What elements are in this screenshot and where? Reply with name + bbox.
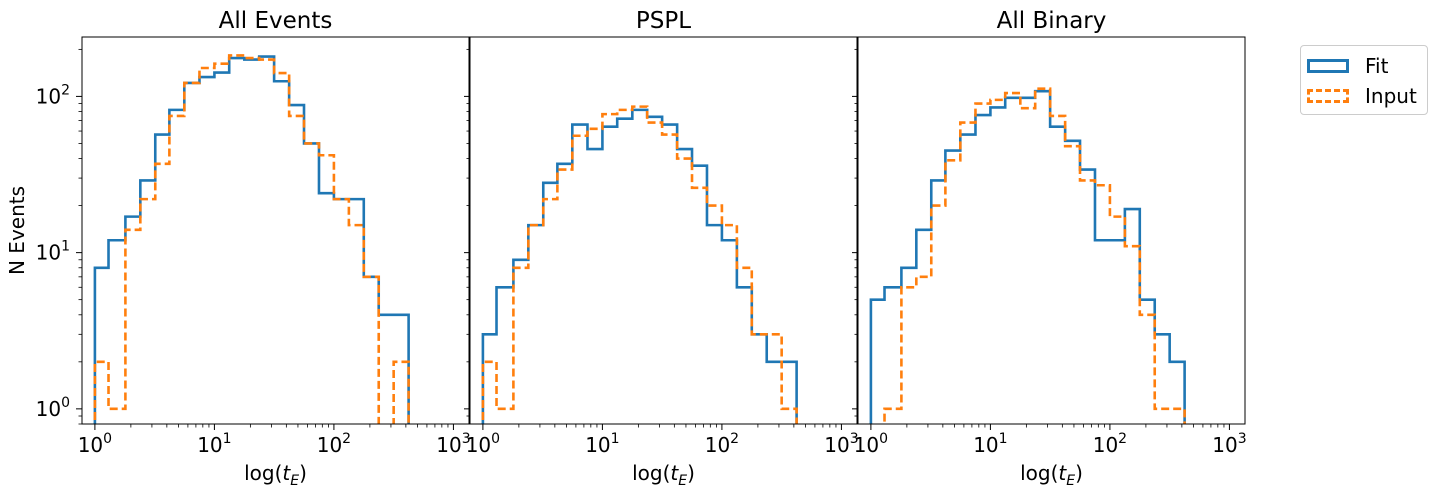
- x-axis-label-close: ): [687, 461, 695, 485]
- axes-frame: [857, 36, 1246, 425]
- series-input-step: [883, 87, 1186, 424]
- x-tick-label-exp: 3: [850, 431, 859, 447]
- x-tick-label-base: 10: [1093, 433, 1118, 457]
- x-axis-label-text: log(: [244, 461, 282, 485]
- x-tick-label-base: 10: [973, 433, 998, 457]
- panel-title: PSPL: [636, 8, 691, 34]
- x-axis-label-close: ): [299, 461, 307, 485]
- x-tick-label: 101: [973, 431, 1007, 457]
- x-tick-label-base: 10: [78, 433, 103, 457]
- panel-title: All Events: [219, 8, 333, 34]
- y-axis-label: N Events: [5, 186, 29, 275]
- x-axis-label-sub: E: [1066, 473, 1075, 489]
- x-tick-label-exp: 0: [103, 431, 112, 447]
- legend-entry-fit: Fit: [1307, 54, 1388, 78]
- x-tick-label-base: 10: [466, 433, 491, 457]
- x-tick-label-exp: 3: [1238, 431, 1247, 447]
- x-axis-label-sub: E: [290, 473, 299, 489]
- x-tick-label: 102: [317, 431, 351, 457]
- axes-frame: [469, 36, 858, 425]
- x-tick-label: 100: [78, 431, 112, 457]
- y-tick-label-base: 10: [36, 241, 61, 265]
- x-tick-label: 103: [824, 431, 858, 457]
- x-tick-label-exp: 2: [1118, 431, 1127, 447]
- x-tick-label: 102: [1093, 431, 1127, 457]
- legend: Fit Input: [1300, 45, 1428, 115]
- x-axis-label-var: t: [1058, 461, 1067, 485]
- x-axis-label-sub: E: [678, 473, 687, 489]
- x-tick-label: 102: [705, 431, 739, 457]
- x-axis-label-text: log(: [1020, 461, 1058, 485]
- x-tick-label-exp: 0: [879, 431, 888, 447]
- axes-frame: [81, 36, 470, 425]
- x-tick-label: 100: [466, 431, 500, 457]
- legend-swatch-input: [1307, 89, 1349, 103]
- y-tick-label-base: 10: [36, 397, 61, 421]
- x-axis-label: log(tE): [1020, 461, 1083, 489]
- x-tick-label-exp: 3: [462, 431, 471, 447]
- x-tick-label-base: 10: [1212, 433, 1237, 457]
- y-tick-label: 100: [36, 395, 70, 421]
- legend-label-fit: Fit: [1365, 54, 1389, 78]
- x-axis-label: log(tE): [244, 461, 307, 489]
- x-tick-label: 103: [436, 431, 470, 457]
- x-tick-label-exp: 1: [611, 431, 620, 447]
- x-axis-label-var: t: [670, 461, 679, 485]
- x-axis-label-text: log(: [632, 461, 670, 485]
- x-tick-label-exp: 0: [491, 431, 500, 447]
- x-tick-label-base: 10: [705, 433, 730, 457]
- y-tick-label: 101: [36, 239, 70, 265]
- x-tick-label: 101: [197, 431, 231, 457]
- panel-title: All Binary: [997, 8, 1107, 34]
- x-tick-label-exp: 2: [730, 431, 739, 447]
- x-tick-label-exp: 1: [999, 431, 1008, 447]
- x-tick-label: 101: [585, 431, 619, 457]
- x-tick-label-base: 10: [197, 433, 222, 457]
- series-fit-step: [93, 55, 410, 424]
- legend-swatch-fit: [1307, 59, 1349, 73]
- x-tick-label-base: 10: [317, 433, 342, 457]
- y-tick-label-base: 10: [36, 84, 61, 108]
- y-tick-label-exp: 1: [61, 239, 70, 255]
- x-axis-label-close: ): [1075, 461, 1083, 485]
- x-tick-label: 100: [854, 431, 888, 457]
- x-tick-label: 103: [1212, 431, 1246, 457]
- y-tick-label-exp: 0: [61, 395, 70, 411]
- x-tick-label-base: 10: [854, 433, 879, 457]
- x-tick-label-base: 10: [436, 433, 461, 457]
- legend-label-input: Input: [1365, 84, 1417, 108]
- x-tick-label-base: 10: [585, 433, 610, 457]
- x-tick-label-base: 10: [824, 433, 849, 457]
- x-axis-label: log(tE): [632, 461, 695, 489]
- y-tick-label: 102: [36, 82, 70, 108]
- y-tick-label-exp: 2: [61, 82, 70, 98]
- x-tick-label-exp: 2: [342, 431, 351, 447]
- series-input-step: [93, 54, 410, 424]
- series-input-step: [481, 105, 798, 424]
- x-tick-label-exp: 1: [223, 431, 232, 447]
- x-axis-label-var: t: [282, 461, 291, 485]
- legend-entry-input: Input: [1307, 84, 1417, 108]
- series-fit-step: [481, 108, 798, 424]
- series-fit-step: [869, 89, 1186, 424]
